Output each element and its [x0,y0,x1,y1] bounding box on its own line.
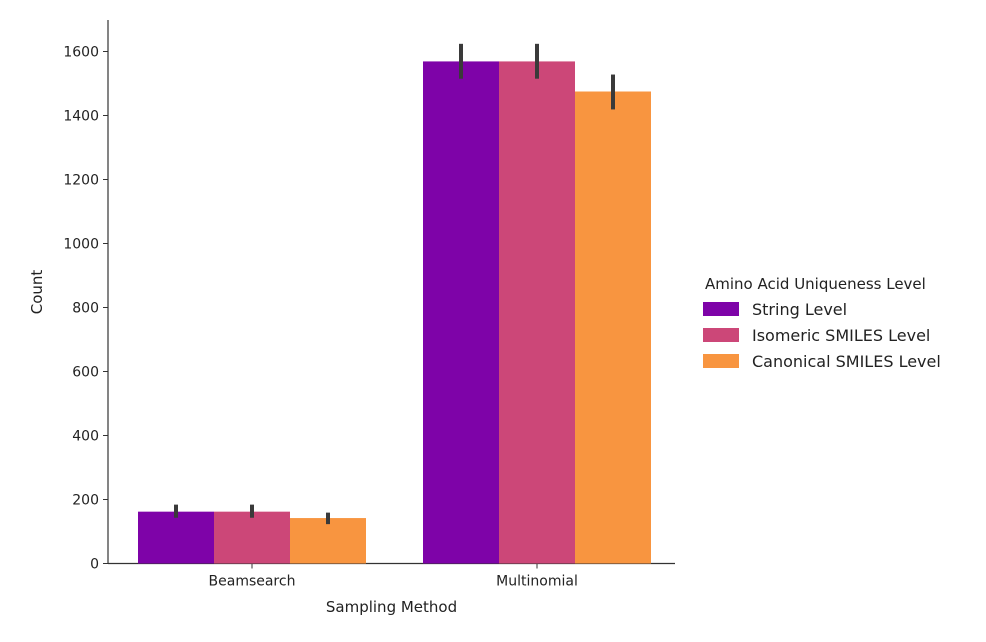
bar [138,511,214,564]
y-tick-label: 600 [72,365,99,381]
legend-swatch [703,328,739,342]
bar [499,61,575,564]
y-tick-label: 1400 [63,109,99,125]
y-tick-label: 1600 [63,45,99,61]
legend-label: Isomeric SMILES Level [752,326,930,345]
y-tick-label: 800 [72,301,99,317]
legend-swatch [703,302,739,316]
x-axis-label: Sampling Method [326,598,457,616]
y-axis-label: Count [28,270,46,315]
bar [423,61,499,564]
y-tick-label: 0 [90,557,99,573]
y-tick-label: 1200 [63,173,99,189]
legend-swatch [703,354,739,368]
x-tick-label: Beamsearch [209,574,296,590]
x-tick-label: Multinomial [496,574,578,590]
legend-label: String Level [752,300,847,319]
bar [575,91,651,564]
legend-title: Amino Acid Uniqueness Level [705,275,926,293]
legend-label: Canonical SMILES Level [752,352,941,371]
y-tick-label: 400 [72,429,99,445]
y-tick-label: 1000 [63,237,99,253]
bar [214,511,290,564]
bar [290,518,366,564]
y-tick-label: 200 [72,493,99,509]
